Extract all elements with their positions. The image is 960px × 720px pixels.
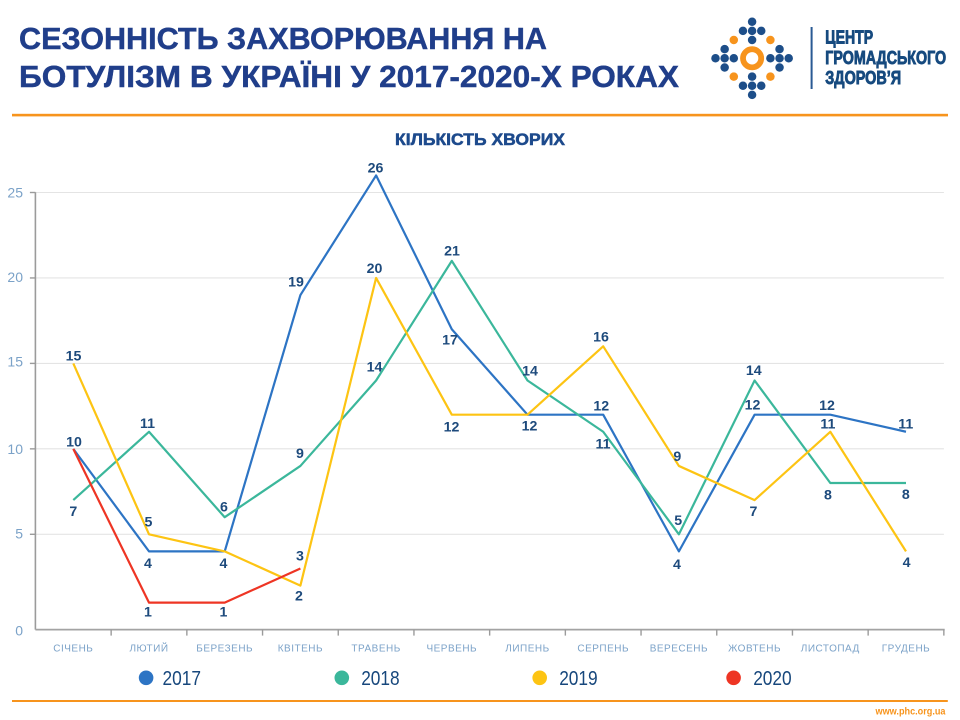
svg-text:БОТУЛІЗМ В УКРАЇНІ У 2017-2020: БОТУЛІЗМ В УКРАЇНІ У 2017-2020-Х РОКАХ [19,59,679,94]
svg-text:КІЛЬКІСТЬ ХВОРИХ: КІЛЬКІСТЬ ХВОРИХ [395,130,566,149]
svg-text:2017: 2017 [163,668,202,690]
svg-text:БЕРЕЗЕНЬ: БЕРЕЗЕНЬ [196,643,253,654]
svg-text:ЗДОРОВ’Я: ЗДОРОВ’Я [825,67,901,88]
svg-text:1: 1 [144,605,152,621]
svg-text:10: 10 [7,441,23,457]
svg-text:СІЧЕНЬ: СІЧЕНЬ [53,643,93,654]
svg-text:12: 12 [593,399,609,415]
svg-text:СЕЗОННІСТЬ ЗАХВОРЮВАННЯ НА: СЕЗОННІСТЬ ЗАХВОРЮВАННЯ НА [19,21,547,56]
svg-text:2019: 2019 [559,668,598,690]
svg-text:15: 15 [7,353,23,369]
svg-text:20: 20 [7,269,23,285]
svg-text:ЛИПЕНЬ: ЛИПЕНЬ [505,643,549,654]
svg-text:15: 15 [66,348,82,364]
svg-text:11: 11 [596,436,611,452]
svg-text:11: 11 [140,416,155,432]
svg-text:2: 2 [295,588,303,604]
svg-text:20: 20 [367,261,383,277]
svg-text:14: 14 [522,363,538,379]
svg-text:5: 5 [145,514,153,530]
svg-text:9: 9 [673,449,681,465]
svg-text:12: 12 [745,397,761,413]
svg-text:3: 3 [296,548,304,564]
svg-text:7: 7 [69,504,77,520]
svg-text:14: 14 [367,359,383,375]
svg-text:4: 4 [673,557,681,573]
svg-text:СЕРПЕНЬ: СЕРПЕНЬ [577,643,629,654]
svg-text:ВЕРЕСЕНЬ: ВЕРЕСЕНЬ [650,643,708,654]
svg-text:1: 1 [220,605,228,621]
svg-text:4: 4 [144,556,152,572]
svg-text:10: 10 [66,434,82,450]
svg-text:5: 5 [15,526,23,542]
svg-text:КВІТЕНЬ: КВІТЕНЬ [278,643,323,654]
svg-text:www.phc.org.ua: www.phc.org.ua [875,707,946,718]
svg-text:16: 16 [593,330,609,346]
svg-text:4: 4 [903,555,911,571]
svg-text:26: 26 [368,160,384,176]
svg-text:8: 8 [902,487,910,503]
svg-text:ЧЕРВЕНЬ: ЧЕРВЕНЬ [426,643,477,654]
svg-text:12: 12 [819,398,835,414]
svg-text:ГРУДЕНЬ: ГРУДЕНЬ [882,643,931,654]
svg-text:ГРОМАДСЬКОГО: ГРОМАДСЬКОГО [825,47,946,68]
svg-text:11: 11 [898,416,913,432]
svg-text:9: 9 [296,446,304,462]
svg-text:ЛИСТОПАД: ЛИСТОПАД [801,643,860,654]
svg-text:6: 6 [220,499,228,515]
svg-text:11: 11 [820,416,835,432]
svg-text:12: 12 [522,419,538,435]
svg-text:ЛЮТИЙ: ЛЮТИЙ [129,641,168,654]
svg-text:14: 14 [746,363,762,379]
svg-text:17: 17 [442,332,458,348]
svg-text:ЖОВТЕНЬ: ЖОВТЕНЬ [728,643,781,654]
svg-text:12: 12 [444,419,460,435]
svg-text:21: 21 [444,243,460,259]
svg-text:5: 5 [674,513,682,529]
svg-text:ТРАВЕНЬ: ТРАВЕНЬ [351,643,400,654]
svg-text:8: 8 [824,488,832,504]
svg-text:19: 19 [288,274,304,290]
svg-text:7: 7 [749,504,757,520]
svg-text:25: 25 [7,184,23,200]
svg-text:ЦЕНТР: ЦЕНТР [825,26,873,47]
svg-text:2018: 2018 [361,668,400,690]
svg-text:0: 0 [15,623,23,639]
svg-text:2020: 2020 [753,668,792,690]
svg-text:4: 4 [220,556,228,572]
